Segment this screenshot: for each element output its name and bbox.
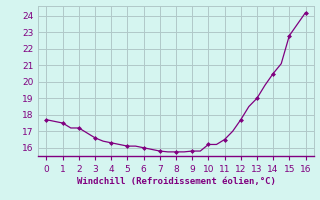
X-axis label: Windchill (Refroidissement éolien,°C): Windchill (Refroidissement éolien,°C) (76, 177, 276, 186)
